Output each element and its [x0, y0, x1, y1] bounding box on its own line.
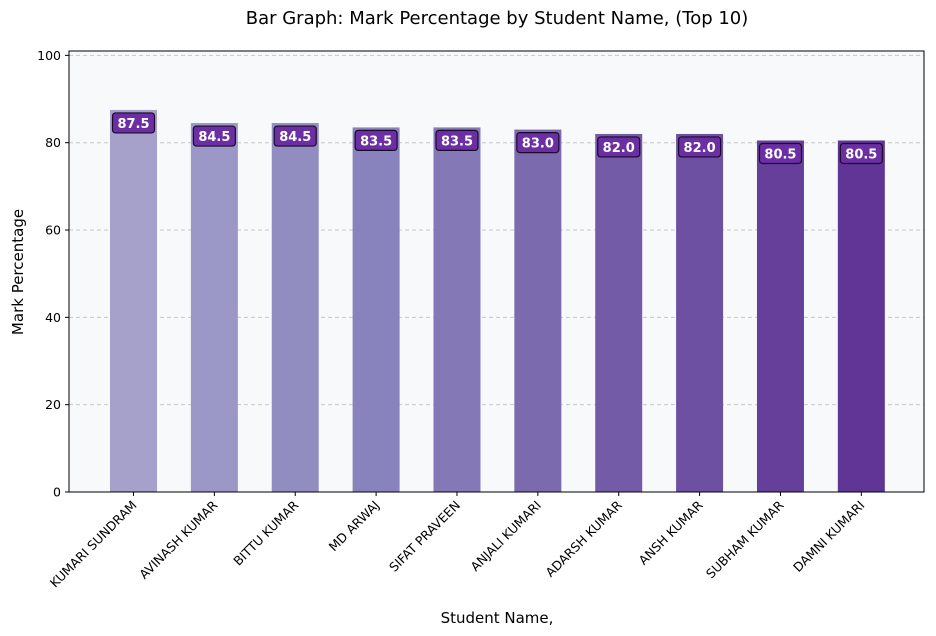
bar: [756, 140, 804, 493]
y-tick-label: 0: [53, 485, 61, 500]
x-tick-label: ADARSH KUMAR: [542, 497, 625, 580]
x-tick-label: ANSH KUMAR: [636, 497, 706, 567]
data-label-box: [597, 136, 641, 158]
data-label: 83.5: [441, 134, 473, 149]
data-label: 83.0: [522, 137, 554, 152]
data-label: 83.5: [360, 134, 392, 149]
x-tick-label: AVINASH KUMAR: [136, 497, 221, 582]
data-label-box: [435, 129, 479, 152]
bar: [676, 133, 724, 493]
data-label: 82.0: [684, 141, 716, 156]
bar: [110, 109, 157, 492]
chart-title: Bar Graph: Mark Percentage by Student Na…: [246, 8, 749, 29]
data-label-box: [192, 125, 236, 147]
x-tick-label: ANJALI KUMARI: [467, 498, 544, 575]
y-tick-label: 60: [45, 223, 61, 238]
x-tick-label: BITTU KUMAR: [230, 497, 301, 568]
bar: [352, 127, 400, 492]
data-label: 84.5: [279, 130, 311, 145]
x-tick-label: SIFAT PRAVEEN: [386, 498, 463, 575]
y-tick-label: 100: [37, 48, 61, 63]
bar: [514, 129, 562, 492]
data-label-box: [677, 136, 722, 158]
bar: [595, 133, 643, 493]
y-tick-label: 20: [45, 397, 61, 412]
bar: [433, 127, 481, 492]
y-tick-label: 80: [45, 135, 61, 150]
y-axis: 0 20 40 60 80 100: [37, 48, 69, 500]
bar: [271, 123, 319, 492]
x-tick-label: SUBHAM KUMAR: [703, 497, 787, 581]
data-label-box: [273, 125, 317, 147]
data-label: 80.5: [845, 148, 877, 163]
x-axis-label: Student Name,: [441, 609, 554, 627]
x-tick-label: MD ARWAJ: [326, 498, 383, 555]
data-label: 80.5: [764, 148, 796, 163]
x-tick-label: KUMARI SUNDRAM: [47, 498, 140, 591]
y-axis-label: Mark Percentage: [9, 209, 27, 335]
y-tick-label: 40: [45, 310, 61, 325]
data-label: 87.5: [117, 117, 149, 132]
data-label-box: [111, 112, 156, 134]
data-label-box: [839, 142, 883, 165]
data-label: 82.0: [603, 141, 635, 156]
bars-group: [110, 109, 885, 493]
data-label-box: [516, 131, 560, 154]
data-label: 84.5: [198, 130, 230, 145]
x-tick-label: DAMNI KUMARI: [790, 498, 867, 575]
plot-frame: [68, 50, 925, 493]
bar: [837, 140, 885, 493]
data-label-box: [758, 142, 803, 165]
data-label-box: [354, 129, 398, 152]
bar: [190, 123, 238, 492]
data-labels-group: 87.5 84.5 84.5 83.5 83.5 83.0 82.0 82.0 80.5 80.5: [111, 112, 883, 165]
